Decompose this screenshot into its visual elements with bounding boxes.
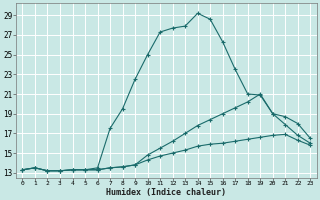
X-axis label: Humidex (Indice chaleur): Humidex (Indice chaleur)	[106, 188, 226, 197]
